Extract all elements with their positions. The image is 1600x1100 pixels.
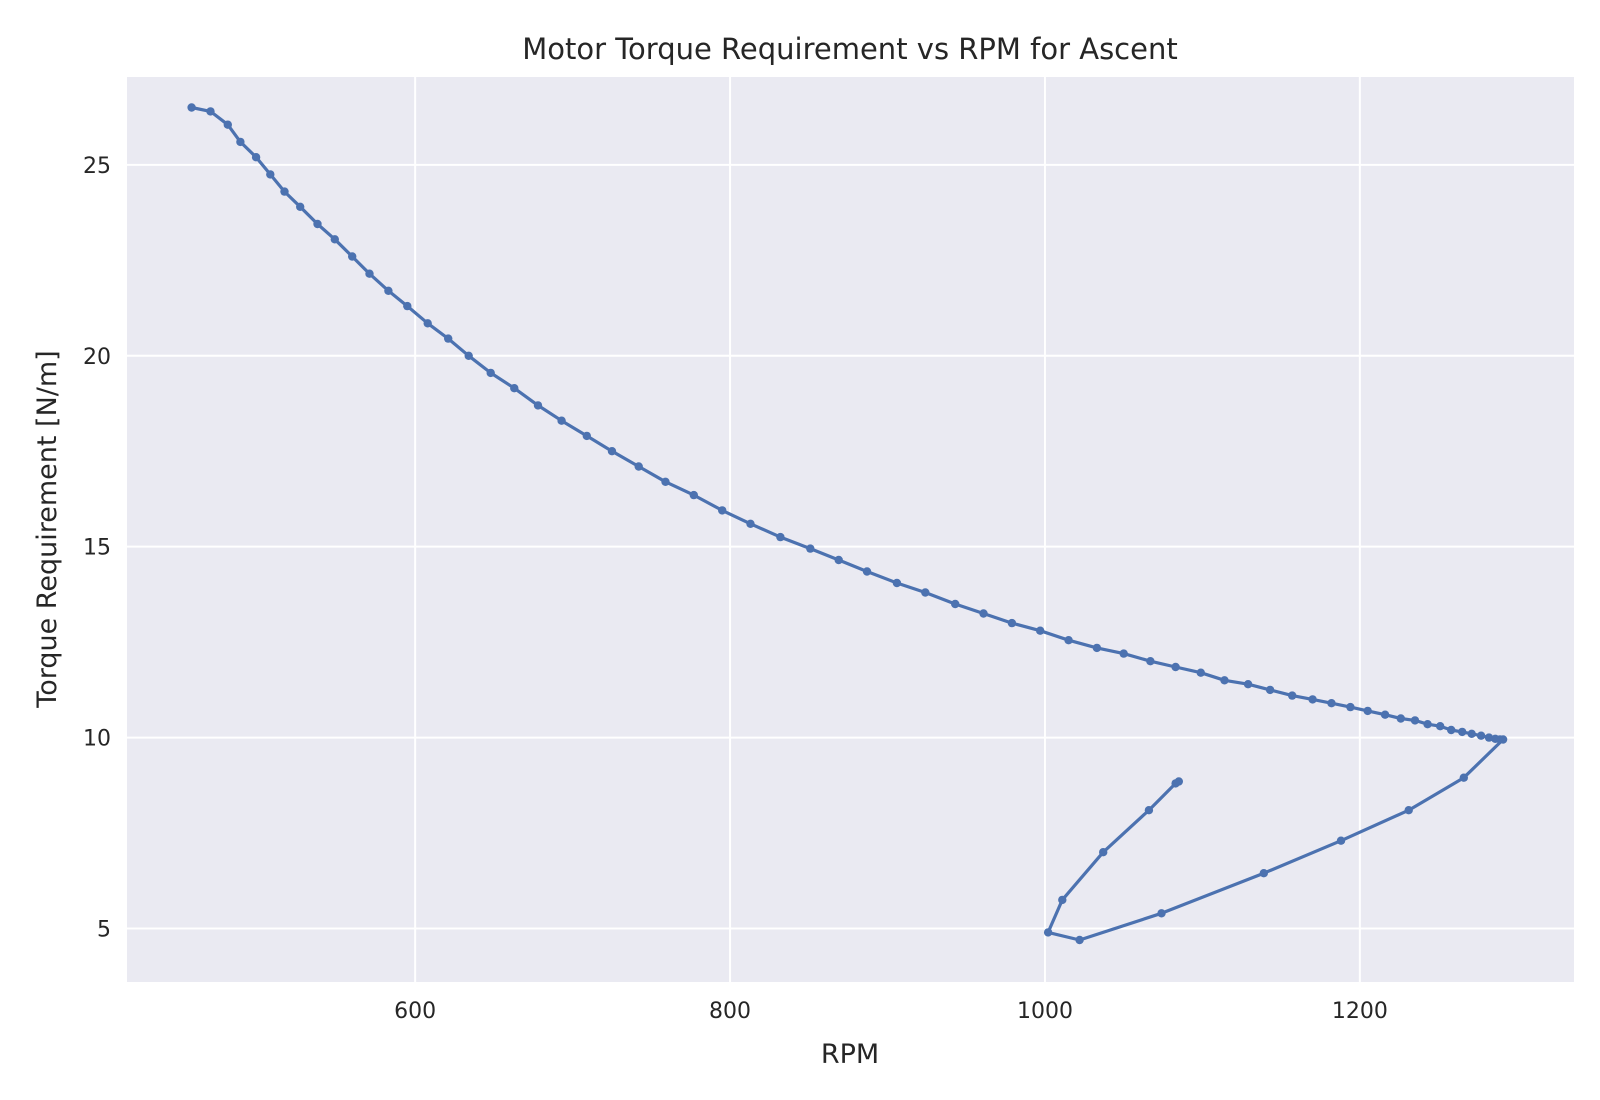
data-point [236, 137, 245, 147]
data-point [582, 431, 591, 441]
data-point [1043, 928, 1053, 937]
data-point [1288, 691, 1297, 700]
data-point [1346, 702, 1355, 712]
data-point [661, 477, 670, 486]
data-point [1484, 733, 1494, 742]
data-point [1157, 909, 1166, 918]
data-point [1458, 727, 1467, 737]
data-point [1036, 626, 1045, 635]
data-point [1058, 895, 1067, 905]
data-point [1380, 710, 1390, 719]
data-point [1265, 685, 1275, 695]
chart-title: Motor Torque Requirement vs RPM for Asce… [522, 32, 1177, 66]
data-point [1308, 695, 1317, 704]
data-point [365, 269, 374, 278]
data-point [1146, 657, 1155, 666]
y-tick-label: 10 [83, 727, 111, 752]
data-point [296, 202, 305, 211]
data-point [776, 532, 785, 542]
data-point [806, 544, 815, 553]
data-point [1396, 714, 1406, 723]
data-point [1498, 735, 1508, 744]
y-axis-ticks: 5 10 15 20 25 [83, 154, 111, 943]
data-point [187, 103, 196, 112]
data-point [1119, 649, 1128, 658]
data-point [444, 334, 453, 343]
data-point [486, 368, 495, 378]
data-point [1259, 869, 1269, 878]
data-point [251, 153, 261, 162]
data-point [892, 578, 902, 588]
data-point [1476, 731, 1486, 740]
data-point [1436, 722, 1445, 731]
data-point [1220, 676, 1229, 685]
y-tick-label: 15 [83, 536, 111, 561]
data-point [330, 235, 339, 244]
data-point [266, 170, 275, 179]
data-point [206, 107, 215, 116]
data-point [834, 555, 843, 565]
data-point [1404, 806, 1413, 815]
data-point [1007, 618, 1017, 628]
data-point [862, 567, 872, 576]
data-point [1410, 716, 1420, 725]
y-gridlines [127, 163, 1574, 930]
data-point [1467, 729, 1476, 738]
y-tick-label: 25 [83, 154, 111, 179]
data-point [1423, 720, 1432, 729]
data-point [1144, 806, 1154, 815]
data-point [1171, 662, 1180, 672]
data-point [1196, 668, 1206, 677]
y-axis-label: Torque Requirement [N/m] [32, 350, 63, 708]
data-point [313, 219, 322, 229]
data-point [1075, 935, 1084, 945]
data-point [423, 319, 432, 328]
data-point [1064, 636, 1073, 645]
data-point [921, 588, 930, 597]
data-point [1099, 848, 1108, 857]
x-axis-label: RPM [821, 1039, 879, 1070]
data-point [979, 609, 988, 618]
y-tick-label: 5 [97, 918, 111, 943]
x-tick-label: 1000 [1017, 999, 1073, 1024]
data-point [634, 462, 643, 471]
data-point [1243, 680, 1253, 689]
data-point [510, 384, 519, 393]
data-point [557, 416, 566, 425]
data-point [533, 401, 543, 410]
data-point [607, 447, 617, 456]
data-point [1447, 725, 1456, 735]
data-point [1092, 643, 1102, 653]
data-point [384, 286, 393, 295]
plot-area [127, 77, 1574, 982]
x-axis-ticks: 600 800 1000 1200 [394, 999, 1388, 1024]
data-point [1336, 836, 1346, 845]
series-points [187, 103, 1508, 945]
data-point [464, 351, 473, 360]
x-tick-label: 800 [709, 999, 751, 1024]
data-point [951, 599, 960, 609]
data-point [718, 506, 727, 515]
data-point [1363, 706, 1372, 716]
x-tick-label: 1200 [1332, 999, 1388, 1024]
data-point [1174, 777, 1184, 786]
data-point [348, 252, 357, 261]
data-point [223, 120, 232, 129]
data-point [1459, 773, 1469, 782]
data-point [280, 187, 289, 196]
data-point [1327, 699, 1336, 708]
data-point [689, 490, 698, 500]
data-point [403, 301, 412, 311]
x-tick-label: 600 [394, 999, 436, 1024]
data-point [746, 519, 755, 528]
y-tick-label: 20 [83, 345, 111, 370]
